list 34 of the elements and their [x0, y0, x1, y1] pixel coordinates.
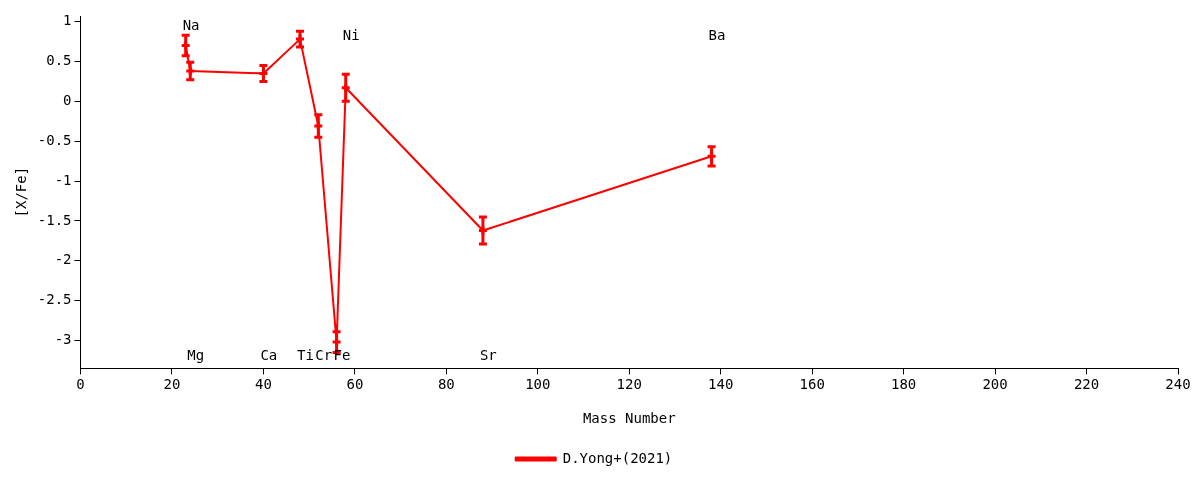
y-tick-label: 0	[63, 91, 72, 108]
x-tick-label: 40	[255, 376, 272, 393]
y-tick-label: -2.5	[37, 291, 72, 308]
x-tick-label: 220	[1073, 376, 1100, 393]
x-tick-label: 120	[616, 376, 642, 393]
y-tick-label: -0.5	[37, 131, 72, 148]
x-tick-label: 240	[1165, 376, 1191, 393]
legend-label: D.Yong+(2021)	[562, 449, 673, 466]
annotation: Ca	[260, 347, 278, 364]
annotation: Cr	[315, 347, 333, 364]
annotation: Na	[182, 16, 200, 33]
x-tick-label: 60	[346, 376, 364, 393]
x-tick-label: 100	[525, 376, 551, 393]
y-tick-label: -1.5	[37, 211, 72, 228]
x-tick-label: 20	[163, 376, 181, 393]
y-axis-title: [X/Fe]	[13, 166, 30, 218]
y-tick-label: 1	[63, 12, 72, 29]
y-tick-label: 0.5	[46, 52, 72, 69]
y-tick-label: -2	[54, 251, 72, 268]
annotation: Ni	[342, 26, 360, 43]
x-tick-label: 160	[799, 376, 825, 393]
x-axis-title: Mass Number	[582, 410, 676, 427]
y-tick-label: -3	[54, 331, 72, 348]
annotation: Sr	[479, 347, 497, 364]
annotation: Mg	[187, 347, 205, 364]
annotation: Ti	[297, 347, 314, 364]
x-tick-label: 180	[890, 376, 917, 393]
annotation: Ba	[708, 26, 726, 43]
x-tick-label: 0	[76, 376, 85, 393]
x-tick-label: 80	[437, 376, 455, 393]
x-tick-label: 200	[982, 376, 1008, 393]
y-tick-label: -1	[54, 171, 72, 188]
x-tick-label: 140	[708, 376, 734, 393]
annotation: Fe	[333, 347, 351, 364]
